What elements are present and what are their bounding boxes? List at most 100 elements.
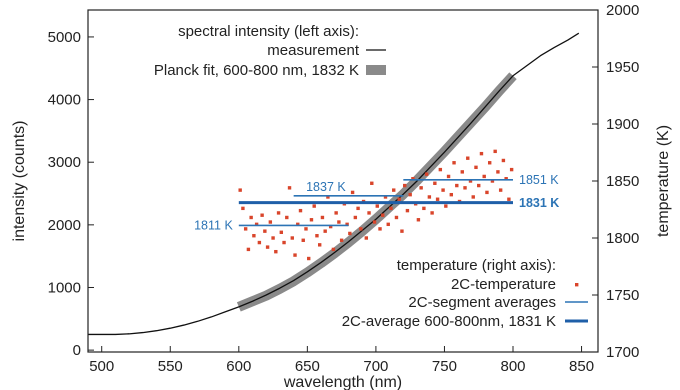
temperature-point xyxy=(353,215,358,220)
x-tick-label: 600 xyxy=(226,358,251,375)
temperature-point xyxy=(249,215,253,220)
temperature-point xyxy=(296,222,300,227)
temperature-point xyxy=(441,188,445,192)
temperature-point xyxy=(274,249,278,254)
temperature-point xyxy=(507,197,511,201)
temperature-point xyxy=(331,247,336,252)
y-right-tick-label: 1750 xyxy=(606,287,639,304)
legend-bottom-title: temperature (right axis): xyxy=(397,257,556,274)
temperature-point xyxy=(337,220,341,224)
temperature-point xyxy=(400,229,404,233)
temperature-point xyxy=(320,215,325,220)
temperature-point xyxy=(290,236,294,240)
legend-planck-fit-label: Planck fit, 600-800 nm, 1832 K xyxy=(154,62,359,79)
temperature-point xyxy=(307,256,311,261)
temperature-point xyxy=(364,236,369,240)
temperature-point xyxy=(422,206,426,211)
temperature-point xyxy=(479,151,484,156)
temperature-point xyxy=(427,195,432,199)
temperature-point xyxy=(411,177,415,181)
x-tick-label: 550 xyxy=(158,358,183,375)
temperature-point xyxy=(348,231,352,236)
y-right-tick-label: 1950 xyxy=(606,59,639,76)
temperature-point xyxy=(408,192,412,197)
temperature-point xyxy=(386,222,390,227)
x-tick-label: 500 xyxy=(89,358,114,375)
temperature-point xyxy=(285,215,289,220)
temperature-point xyxy=(252,234,256,238)
temperature-point xyxy=(359,227,363,231)
plot-area: 1811 K 1837 K 1851 K 1831 K xyxy=(88,32,580,336)
temperature-point xyxy=(268,220,273,224)
y-right-tick-label: 1700 xyxy=(606,344,639,361)
segment-average-label: 1837 K xyxy=(306,180,346,194)
temperature-point xyxy=(496,170,500,174)
temperature-point xyxy=(381,213,385,217)
segment-average-label: 1811 K xyxy=(194,218,233,232)
legend-top-title: spectral intensity (left axis): xyxy=(178,23,359,40)
temperature-point xyxy=(490,179,495,183)
temperature-point xyxy=(383,195,388,199)
temperature-point xyxy=(243,227,248,231)
temperature-point xyxy=(416,218,421,222)
temperature-point xyxy=(509,167,514,172)
y-right-axis-title: temperature (K) xyxy=(655,125,672,237)
y-left-tick-label: 3000 xyxy=(48,154,81,171)
legend-top-background xyxy=(100,20,394,82)
temperature-point xyxy=(498,188,503,192)
temperature-point xyxy=(315,234,319,238)
temperature-point xyxy=(501,158,506,163)
temperature-point xyxy=(254,222,259,227)
axes: 500 550 600 650 700 750 800 850 0 1000 2000 3000 400… xyxy=(11,2,672,390)
temperature-point xyxy=(504,177,508,181)
legend: spectral intensity (left axis): measureme… xyxy=(100,20,588,330)
legend-2c-temperature-label: 2C-temperature xyxy=(451,276,556,293)
temperature-point xyxy=(394,215,399,220)
temperature-point xyxy=(471,195,475,199)
temperature-point xyxy=(293,253,297,257)
temperature-point xyxy=(402,183,407,188)
temperature-point xyxy=(257,240,262,245)
temperature-point xyxy=(466,156,470,160)
segment-average-label: 1851 K xyxy=(519,173,559,187)
temperature-point xyxy=(323,229,327,233)
temperature-point xyxy=(455,183,459,188)
temperature-point xyxy=(460,170,464,174)
temperature-point xyxy=(334,211,338,215)
temperature-point xyxy=(287,186,292,190)
temperature-point xyxy=(405,208,410,213)
temperature-point xyxy=(282,240,286,245)
temperature-point xyxy=(430,211,434,215)
temperature-point xyxy=(312,204,316,208)
temperature-point xyxy=(487,161,492,165)
temperature-point xyxy=(356,206,360,211)
y-left-axis-title: intensity (counts) xyxy=(11,121,28,242)
legend-measurement-label: measurement xyxy=(267,42,360,59)
temperature-point xyxy=(241,206,245,211)
temperature-point xyxy=(263,229,267,233)
temperature-point xyxy=(309,218,314,222)
temperature-point xyxy=(345,222,349,227)
y-left-tick-label: 4000 xyxy=(48,92,81,109)
temperature-point xyxy=(474,165,478,170)
temperature-point xyxy=(449,192,454,197)
temperature-point xyxy=(246,247,251,252)
temperature-point xyxy=(279,230,284,234)
temperature-point xyxy=(372,220,377,224)
temperature-point xyxy=(375,204,379,208)
temperature-point xyxy=(378,227,382,231)
measurement-line xyxy=(88,32,580,336)
temperature-point xyxy=(424,172,429,176)
x-tick-label: 800 xyxy=(500,358,525,375)
temperature-point xyxy=(304,227,308,231)
temperature-point xyxy=(397,197,401,201)
temperature-point xyxy=(493,149,497,154)
y-left-tick-label: 1000 xyxy=(48,279,81,296)
temperature-point xyxy=(276,211,281,215)
y-right-tick-label: 1800 xyxy=(606,230,639,247)
y-right-tick-label: 1900 xyxy=(606,116,639,133)
temperature-point xyxy=(260,213,264,217)
x-tick-label: 700 xyxy=(363,358,388,375)
temperature-point xyxy=(301,238,305,242)
temperature-point xyxy=(444,204,448,208)
